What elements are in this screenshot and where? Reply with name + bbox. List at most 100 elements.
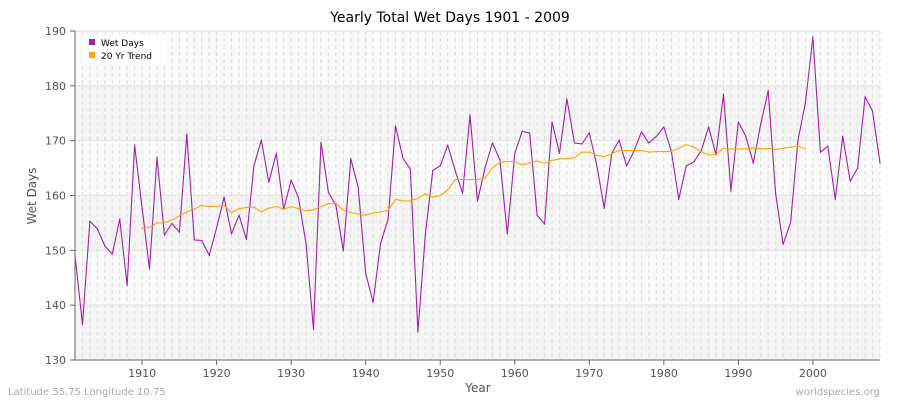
- wet-days-point: [260, 139, 262, 141]
- trend-point: [797, 145, 799, 147]
- wet-days-point: [238, 214, 240, 216]
- wet-days-point: [305, 243, 307, 245]
- x-tick-label: 1930: [277, 367, 305, 380]
- trend-point: [275, 205, 277, 208]
- trend-point: [707, 154, 710, 156]
- location-label: Latitude 55.75 Longitude 10.75: [8, 387, 166, 398]
- axes: 130 140 150 160 170 180 190 1910 1920 1930 1940 195…: [45, 25, 880, 380]
- trend-point: [253, 206, 255, 208]
- x-tick-label: 1920: [203, 367, 231, 380]
- wet-days-point: [342, 250, 344, 252]
- wet-days-point: [380, 242, 382, 244]
- legend-label-trend: 20 Yr Trend: [101, 52, 152, 62]
- wet-days-point: [722, 93, 725, 95]
- trend-point: [789, 146, 792, 148]
- wet-days-point: [588, 132, 590, 134]
- trend-point: [618, 149, 620, 152]
- wet-days-point: [476, 200, 479, 202]
- wet-days-point: [767, 90, 769, 92]
- trend-point: [432, 196, 434, 198]
- wet-days-point: [320, 141, 322, 143]
- trend-point: [611, 153, 613, 155]
- trend-point: [417, 197, 419, 199]
- trend-point: [201, 204, 203, 206]
- wet-days-point: [491, 142, 494, 144]
- trend-point: [439, 194, 441, 197]
- trend-point: [141, 227, 143, 229]
- x-tick-label: 1950: [426, 367, 454, 380]
- wet-days-point: [864, 96, 866, 98]
- wet-days-point: [171, 222, 173, 225]
- trend-point: [223, 204, 225, 206]
- trend-point: [290, 205, 292, 208]
- trend-point: [745, 148, 747, 150]
- wet-days-point: [208, 254, 210, 256]
- wet-days-point: [842, 135, 844, 137]
- x-tick-label: 1980: [650, 367, 678, 380]
- trend-point: [394, 198, 397, 200]
- trend-point: [514, 160, 516, 163]
- wet-days-point: [409, 168, 412, 170]
- wet-days-point: [81, 323, 84, 325]
- wet-days-point: [417, 331, 419, 333]
- wet-days-point: [141, 207, 143, 209]
- wet-days-point: [365, 272, 367, 274]
- trend-point: [402, 200, 404, 202]
- trend-point: [536, 160, 538, 162]
- wet-days-point: [566, 98, 568, 100]
- wet-days-point: [432, 169, 434, 171]
- wet-days-point: [387, 218, 389, 220]
- y-tick-label: 190: [45, 25, 66, 38]
- wet-days-point: [663, 126, 665, 128]
- legend: Wet Days 20 Yr Trend: [82, 34, 166, 64]
- wet-days-point: [111, 253, 113, 255]
- trend-point: [760, 148, 762, 150]
- trend-point: [163, 222, 166, 224]
- wet-days-point: [536, 214, 538, 216]
- wet-days-point: [290, 179, 292, 181]
- trend-point: [491, 167, 494, 169]
- trend-line: [142, 143, 806, 229]
- wet-days-point: [424, 234, 426, 236]
- wet-days-point: [514, 152, 516, 154]
- wet-days-point: [707, 126, 710, 128]
- y-tick-label: 140: [45, 299, 66, 312]
- trend-point: [722, 147, 725, 149]
- trend-point: [655, 151, 657, 153]
- wet-days-point: [819, 151, 821, 153]
- x-tick-label: 2000: [799, 367, 827, 380]
- trend-point: [566, 158, 568, 160]
- wet-days-point: [581, 143, 583, 145]
- wet-days-point: [782, 243, 784, 245]
- x-tick-label: 1970: [575, 367, 603, 380]
- wet-days-point: [760, 123, 762, 125]
- wet-days-point: [827, 145, 829, 147]
- trend-point: [469, 178, 471, 181]
- trend-point: [260, 211, 262, 213]
- trend-point: [268, 207, 270, 209]
- trend-point: [148, 226, 151, 228]
- wet-days-point: [402, 157, 404, 159]
- wet-days-point: [223, 196, 225, 198]
- trend-point: [775, 148, 777, 151]
- wet-days-point: [745, 135, 747, 137]
- wet-days-point: [573, 142, 575, 144]
- trend-point: [678, 147, 680, 149]
- trend-point: [320, 205, 322, 208]
- trend-point: [551, 159, 553, 162]
- wet-days-point: [275, 152, 277, 154]
- trend-point: [193, 208, 195, 210]
- trend-point: [245, 206, 248, 209]
- wet-days-point: [752, 162, 754, 164]
- wet-days-point: [186, 133, 188, 135]
- wet-days-point: [245, 238, 248, 240]
- wet-days-point: [447, 144, 449, 146]
- wet-days-point: [730, 190, 732, 192]
- wet-days-point: [461, 192, 464, 194]
- wet-days-point: [625, 165, 628, 167]
- x-axis-label: Year: [464, 381, 490, 395]
- trend-point: [424, 193, 426, 195]
- wet-days-point: [230, 233, 233, 235]
- trend-point: [186, 211, 188, 213]
